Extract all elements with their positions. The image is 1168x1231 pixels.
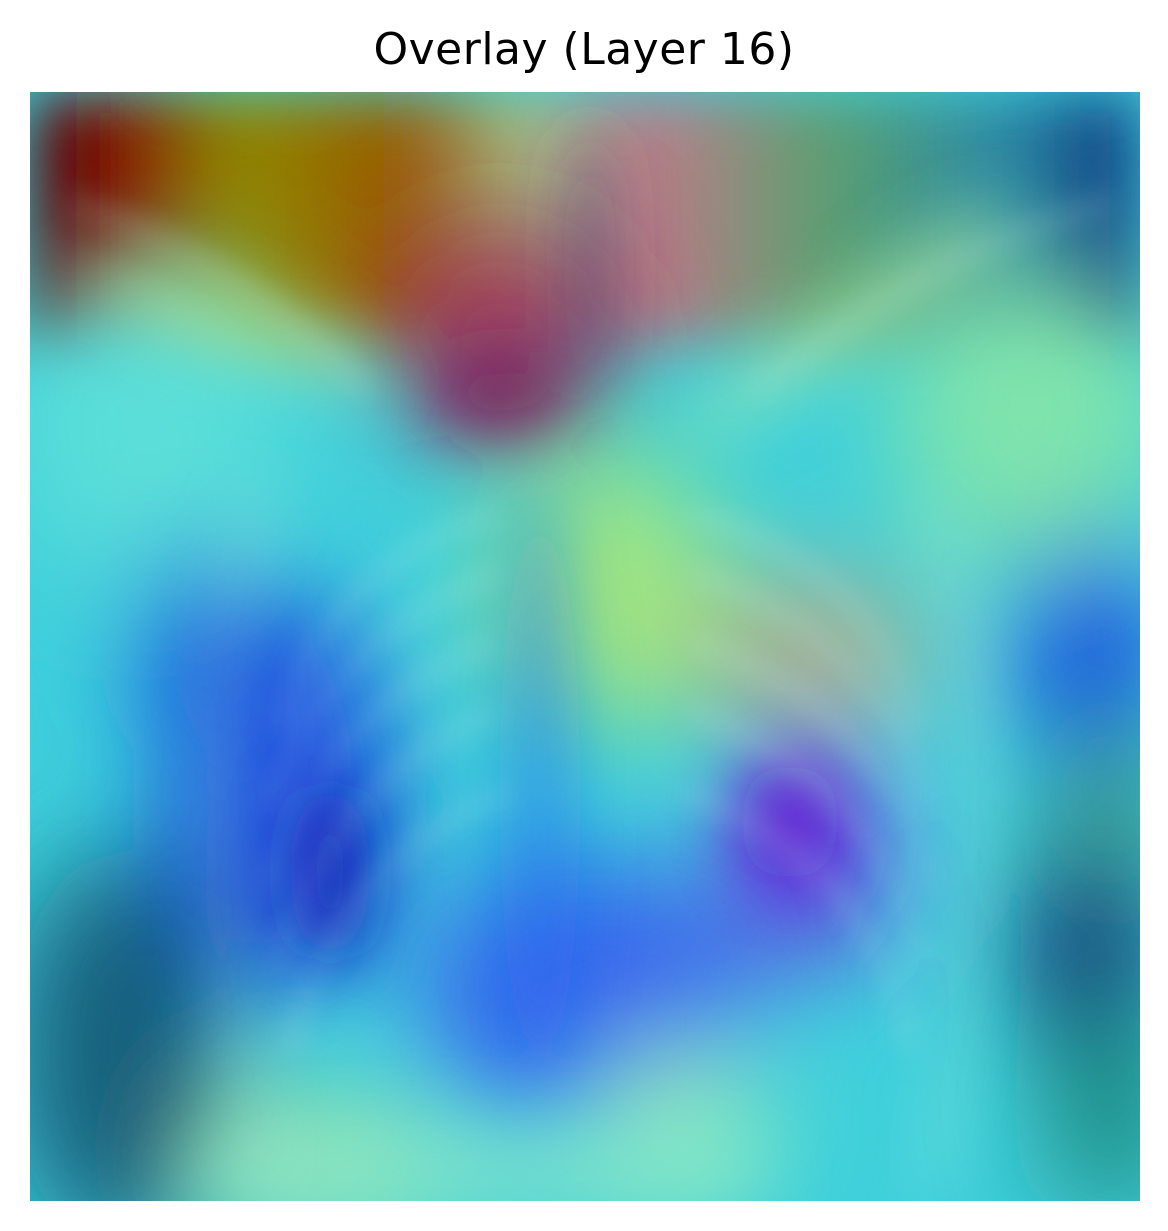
- trachea-band: [570, 122, 610, 402]
- heat-region-right-mid-teal: [1050, 712, 1140, 872]
- spine-band: [500, 492, 580, 1092]
- right-lung-purple: [740, 762, 840, 882]
- neck-dark-core: [430, 347, 570, 437]
- heat-region-lower-left: [30, 852, 230, 1201]
- heat-region-right-edge: [1020, 532, 1140, 772]
- thorax-edges: [209, 488, 988, 1195]
- figure-title: Overlay (Layer 16): [373, 24, 795, 75]
- diaphragm-glow: [180, 1122, 780, 1201]
- clavicle-glow-left: [79, 260, 381, 384]
- heatmap-overlay-image: [30, 92, 1140, 1201]
- heat-region-lower-right-green: [1050, 1002, 1140, 1201]
- rib-texture: [68, 197, 1112, 1054]
- heat-region-right-shoulder: [890, 252, 1140, 572]
